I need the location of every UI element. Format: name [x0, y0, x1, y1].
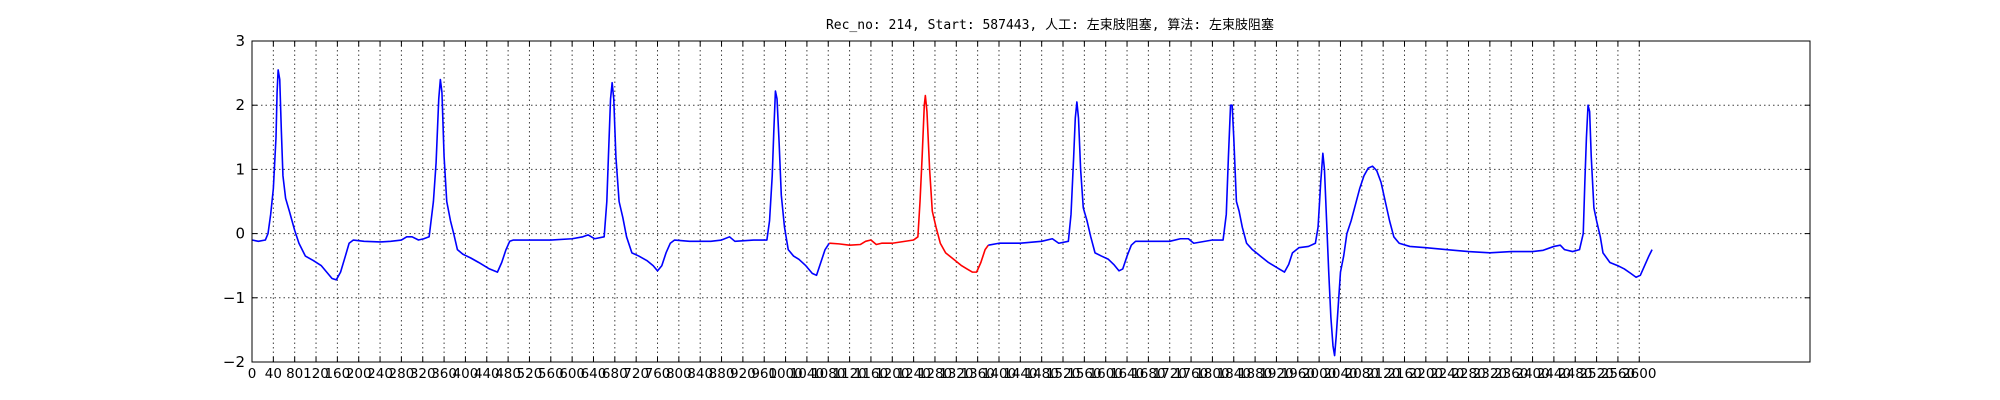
x-tick-label: 400: [453, 366, 479, 382]
x-tick-label: 2160: [1387, 366, 1421, 382]
x-tick-label: 640: [581, 366, 607, 382]
x-tick-label: 1160: [854, 366, 888, 382]
y-tick-label: 0: [235, 225, 245, 243]
x-tick-label: 1680: [1131, 366, 1165, 382]
ecg-trace-1: [251, 69, 830, 281]
chart-title: Rec_no: 214, Start: 587443, 人工: 左束肢阻塞, 算…: [826, 17, 1274, 33]
x-tick-label: 1280: [918, 366, 952, 382]
x-tick-label: 960: [751, 366, 777, 382]
x-tick-label: 2120: [1366, 366, 1400, 382]
x-tick-label: 1400: [982, 366, 1016, 382]
x-tick-label: 1320: [939, 366, 973, 382]
x-tick-label: 1960: [1281, 366, 1315, 382]
x-tick-label: 520: [517, 366, 543, 382]
x-tick-label: 160: [324, 366, 350, 382]
series-group: [251, 69, 1653, 357]
y-tick-label: 3: [235, 32, 245, 50]
x-tick-label: 1360: [960, 366, 994, 382]
x-tick-label: 1200: [875, 366, 909, 382]
x-tick-label: 2440: [1537, 366, 1571, 382]
x-tick-label: 0: [248, 366, 257, 382]
x-tick-label: 40: [265, 366, 282, 382]
x-tick-label: 1120: [832, 366, 866, 382]
x-tick-label: 320: [410, 366, 436, 382]
x-tick-label: 360: [431, 366, 457, 382]
x-tick-label: 280: [389, 366, 415, 382]
x-tick-label: 920: [730, 366, 756, 382]
y-tick-label: −1: [223, 289, 245, 307]
x-tick-label: 840: [687, 366, 713, 382]
ecg-trace-2: [829, 94, 989, 273]
x-tick-label: 1840: [1217, 366, 1251, 382]
x-tick-label: 1920: [1259, 366, 1293, 382]
x-tick-label: 2000: [1302, 366, 1336, 382]
x-tick-label: 1240: [896, 366, 930, 382]
x-tick-label: 1880: [1238, 366, 1272, 382]
y-tick-label: 1: [235, 160, 245, 178]
grid: [252, 41, 1810, 362]
x-tick-label: 560: [538, 366, 564, 382]
x-tick-label: 80: [286, 366, 303, 382]
x-tick-label: 2320: [1473, 366, 1507, 382]
x-tick-label: 2280: [1451, 366, 1485, 382]
x-tick-label: 1440: [1003, 366, 1037, 382]
x-tick-label: 2200: [1409, 366, 1443, 382]
x-tick-label: 600: [559, 366, 585, 382]
x-tick-label: 2480: [1558, 366, 1592, 382]
x-tick-label: 720: [623, 366, 649, 382]
x-tick-label: 1040: [790, 366, 824, 382]
x-tick-label: 2080: [1345, 366, 1379, 382]
x-tick-label: 480: [495, 366, 521, 382]
x-tick-label: 2600: [1622, 366, 1656, 382]
x-tick-label: 2560: [1601, 366, 1635, 382]
x-tick-label: 880: [709, 366, 735, 382]
x-tick-label: 200: [346, 366, 372, 382]
y-tick-label: 2: [235, 96, 245, 114]
ecg-trace-3: [988, 101, 1653, 357]
plot-frame: [251, 40, 1811, 363]
x-tick-label: 1480: [1024, 366, 1058, 382]
x-tick-label: 2240: [1430, 366, 1464, 382]
x-tick-label: 1560: [1067, 366, 1101, 382]
x-tick-label: 1520: [1046, 366, 1080, 382]
y-axis: 3 2 1 0 −1 −2: [223, 32, 1810, 371]
x-tick-label: 120: [303, 366, 329, 382]
x-tick-label: 1600: [1089, 366, 1123, 382]
x-tick-label: 240: [367, 366, 393, 382]
x-tick-label: 2360: [1494, 366, 1528, 382]
x-tick-label: 1080: [811, 366, 845, 382]
x-tick-label: 1760: [1174, 366, 1208, 382]
x-tick-label: 1800: [1195, 366, 1229, 382]
x-tick-label: 1720: [1153, 366, 1187, 382]
x-axis: 0 40 80 12016020024028032036040044048052056…: [248, 41, 1656, 382]
x-tick-label: 1640: [1110, 366, 1144, 382]
x-tick-label: 760: [645, 366, 671, 382]
y-tick-label: −2: [223, 353, 245, 371]
x-tick-label: 2520: [1579, 366, 1613, 382]
x-tick-label: 800: [666, 366, 692, 382]
x-tick-label: 1000: [768, 366, 802, 382]
x-tick-label: 2040: [1323, 366, 1357, 382]
x-tick-label: 440: [474, 366, 500, 382]
x-tick-label: 680: [602, 366, 628, 382]
x-tick-label: 2400: [1515, 366, 1549, 382]
